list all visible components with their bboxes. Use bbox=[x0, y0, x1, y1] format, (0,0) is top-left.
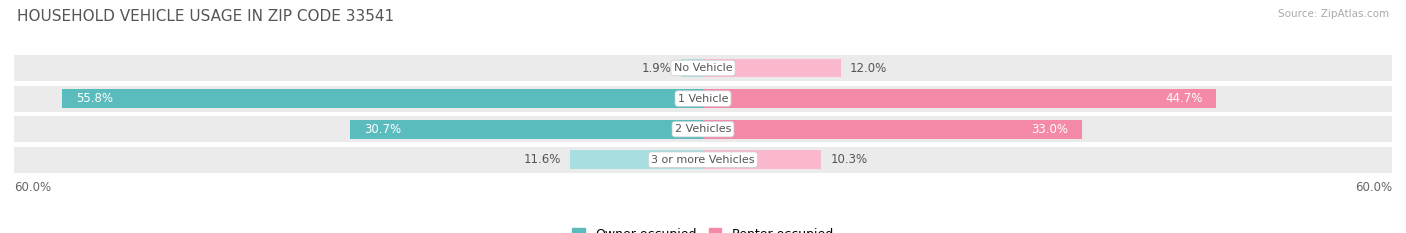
Bar bbox=[14, 147, 1392, 173]
Bar bbox=[703, 58, 841, 78]
Text: 33.0%: 33.0% bbox=[1031, 123, 1069, 136]
Bar bbox=[703, 150, 821, 169]
Text: No Vehicle: No Vehicle bbox=[673, 63, 733, 73]
Text: 10.3%: 10.3% bbox=[831, 153, 868, 166]
Bar bbox=[703, 89, 1216, 108]
Bar bbox=[681, 58, 703, 78]
Bar bbox=[62, 89, 703, 108]
Text: 3 or more Vehicles: 3 or more Vehicles bbox=[651, 155, 755, 165]
Text: 60.0%: 60.0% bbox=[14, 181, 51, 194]
Text: 11.6%: 11.6% bbox=[523, 153, 561, 166]
Bar bbox=[14, 86, 1392, 112]
Text: 44.7%: 44.7% bbox=[1166, 92, 1202, 105]
Text: 1 Vehicle: 1 Vehicle bbox=[678, 94, 728, 104]
Text: 1.9%: 1.9% bbox=[643, 62, 672, 75]
Bar bbox=[350, 120, 703, 139]
Bar bbox=[569, 150, 703, 169]
Text: Source: ZipAtlas.com: Source: ZipAtlas.com bbox=[1278, 9, 1389, 19]
Bar bbox=[14, 55, 1392, 81]
Text: 2 Vehicles: 2 Vehicles bbox=[675, 124, 731, 134]
Text: 30.7%: 30.7% bbox=[364, 123, 401, 136]
Bar bbox=[14, 116, 1392, 142]
Text: 55.8%: 55.8% bbox=[76, 92, 112, 105]
Text: HOUSEHOLD VEHICLE USAGE IN ZIP CODE 33541: HOUSEHOLD VEHICLE USAGE IN ZIP CODE 3354… bbox=[17, 9, 394, 24]
Legend: Owner-occupied, Renter-occupied: Owner-occupied, Renter-occupied bbox=[568, 223, 838, 233]
Bar bbox=[703, 120, 1083, 139]
Text: 12.0%: 12.0% bbox=[851, 62, 887, 75]
Text: 60.0%: 60.0% bbox=[1355, 181, 1392, 194]
